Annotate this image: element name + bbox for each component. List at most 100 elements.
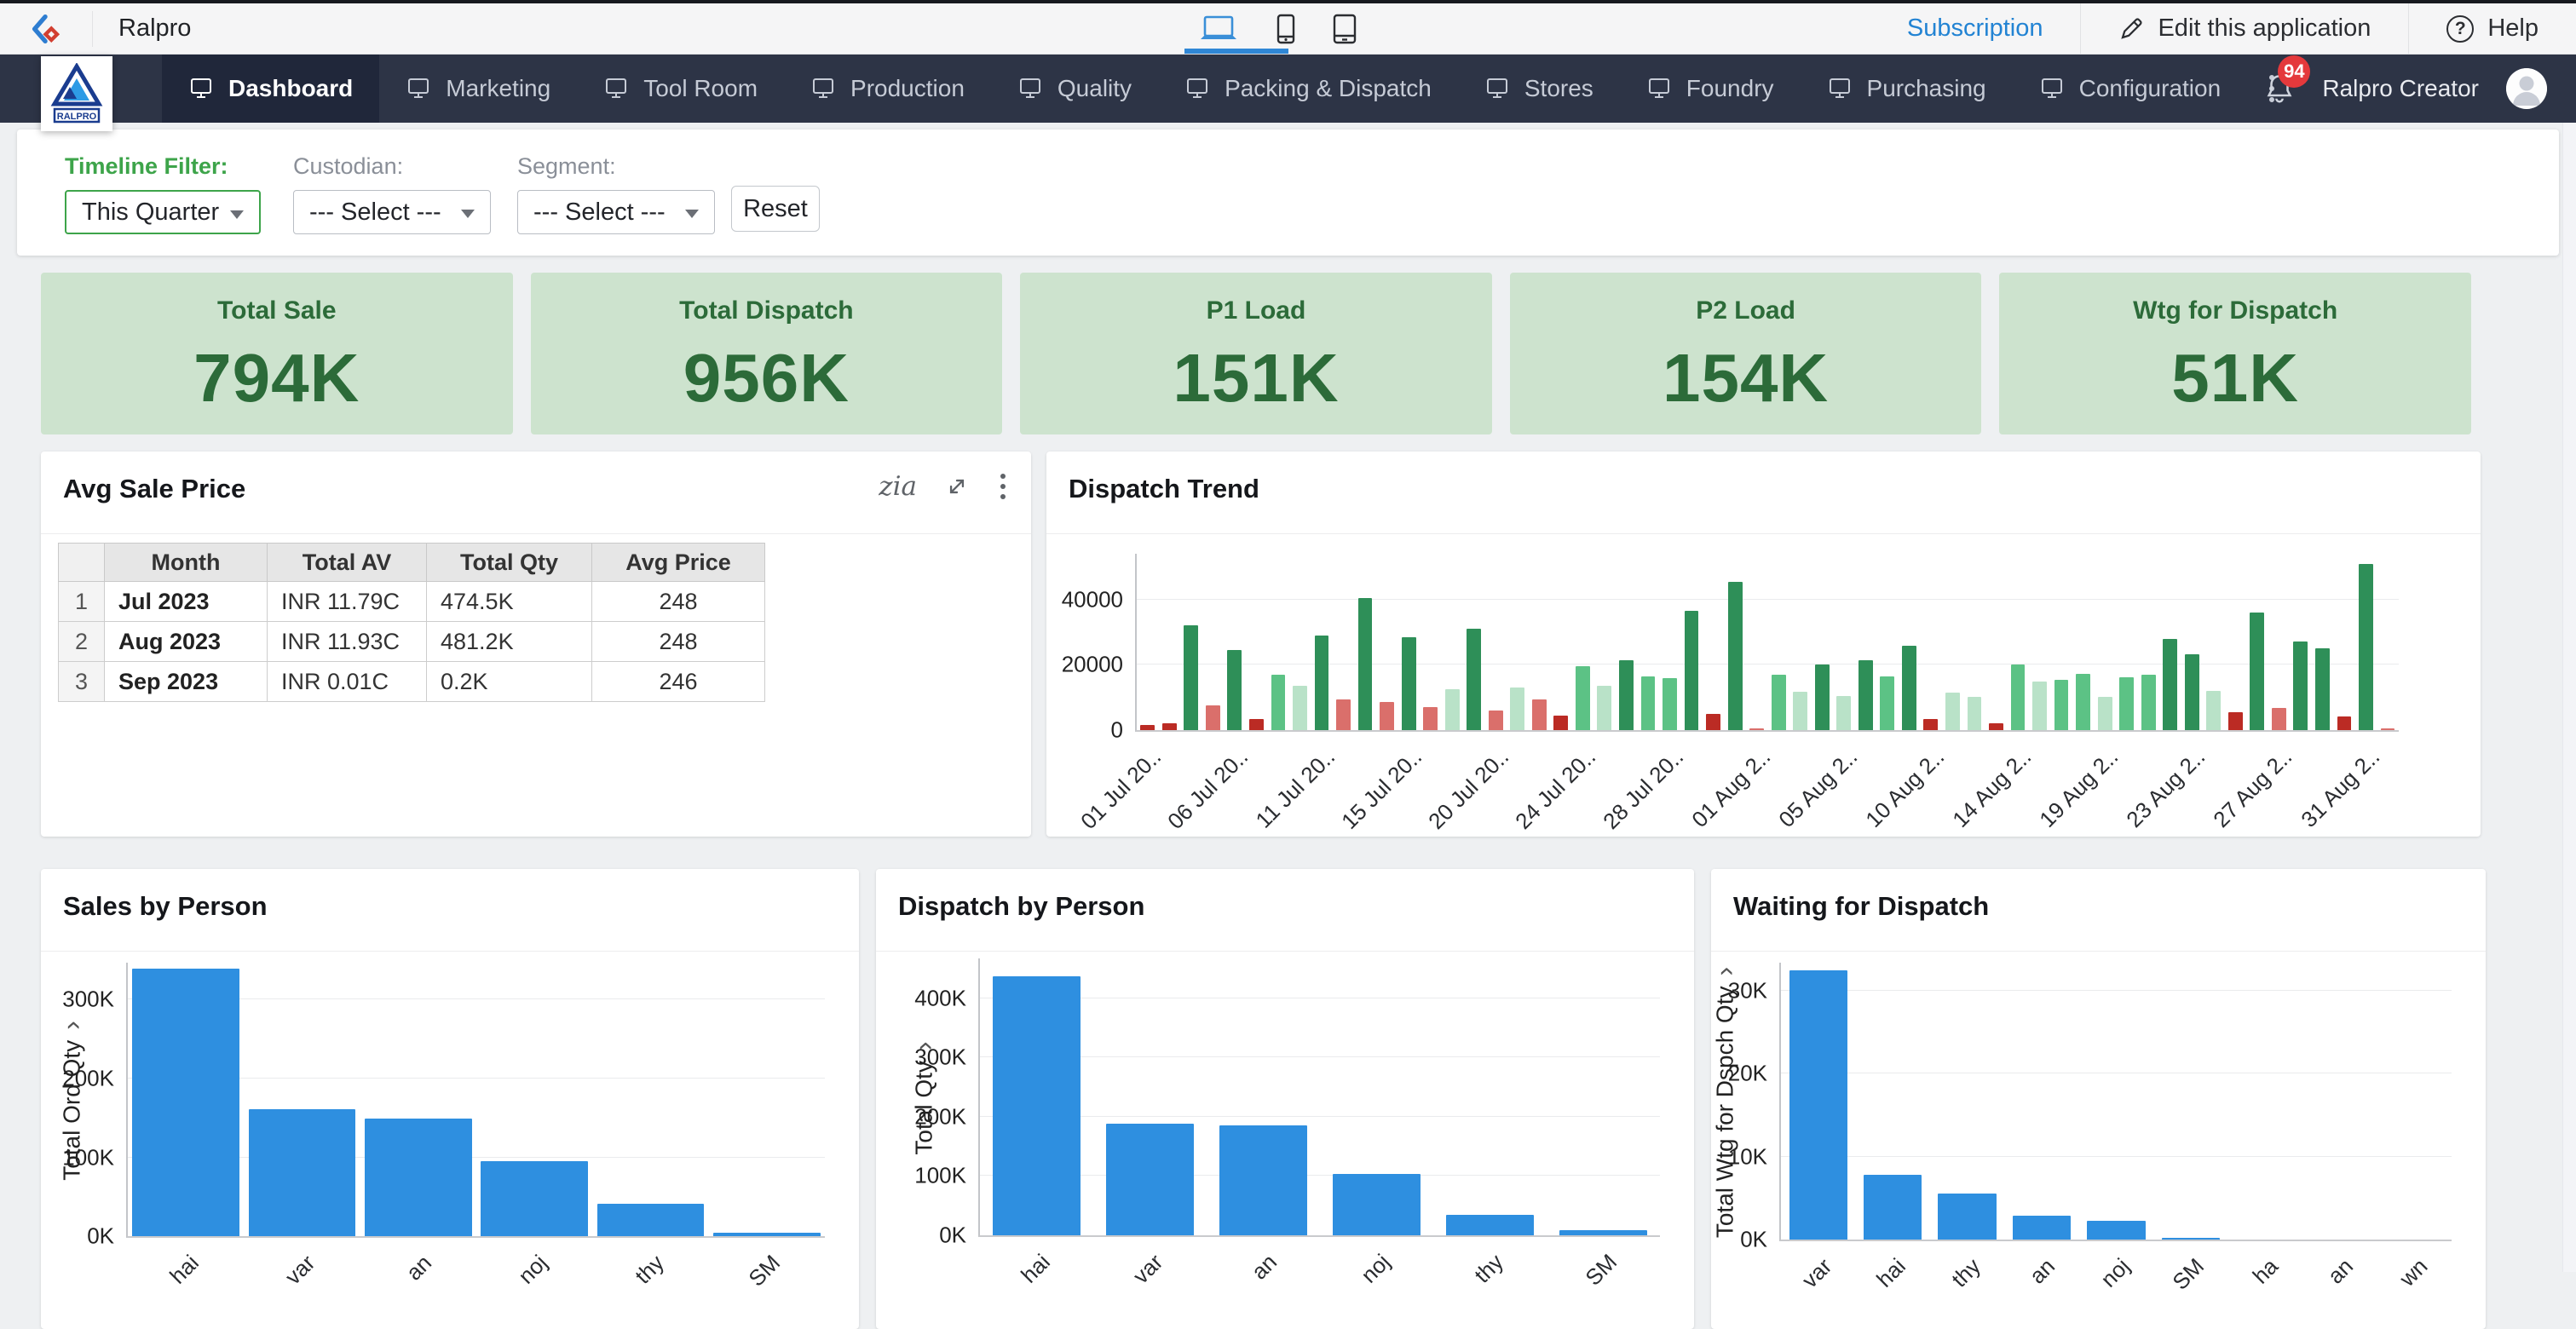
bar[interactable] [1140, 725, 1155, 730]
phone-icon[interactable] [1276, 3, 1295, 54]
bar[interactable] [1380, 702, 1394, 730]
nav-item-quality[interactable]: Quality [991, 55, 1158, 123]
bar[interactable] [1859, 660, 1873, 730]
bar[interactable] [1532, 699, 1547, 730]
bar[interactable] [1510, 688, 1524, 730]
nav-item-dashboard[interactable]: Dashboard [162, 55, 379, 123]
avatar[interactable] [2506, 68, 2547, 109]
bar[interactable] [2054, 680, 2069, 730]
bar[interactable] [2032, 682, 2047, 731]
bar[interactable] [1293, 686, 1307, 730]
nav-item-foundry[interactable]: Foundry [1620, 55, 1801, 123]
bar[interactable] [597, 1204, 704, 1236]
bar[interactable] [1489, 711, 1503, 730]
bar[interactable] [1945, 693, 1960, 730]
scrollbar[interactable] [2562, 55, 2576, 1272]
bar[interactable] [1902, 646, 1916, 730]
bar[interactable] [1576, 666, 1590, 730]
bar[interactable] [1206, 705, 1220, 730]
kpi-card-wtg-for-dispatch[interactable]: Wtg for Dispatch51K [1999, 273, 2471, 434]
notifications-button[interactable]: 94 [2264, 72, 2295, 105]
bar[interactable] [1793, 692, 1807, 730]
bar[interactable] [2337, 716, 2352, 730]
bar[interactable] [1336, 699, 1351, 730]
more-vertical-icon[interactable] [997, 470, 1009, 503]
bar[interactable] [2381, 728, 2395, 730]
kpi-card-total-sale[interactable]: Total Sale794K [41, 273, 513, 434]
bar[interactable] [2315, 648, 2330, 730]
bar[interactable] [249, 1109, 355, 1236]
edit-application-button[interactable]: Edit this application [2080, 3, 2408, 54]
bar[interactable] [1219, 1125, 1308, 1235]
timeline-select[interactable]: This Quarter [65, 190, 261, 234]
nav-item-packing-dispatch[interactable]: Packing & Dispatch [1158, 55, 1458, 123]
bar[interactable] [2162, 1238, 2220, 1240]
zia-icon[interactable]: zia [879, 471, 917, 502]
bar[interactable] [1445, 689, 1460, 730]
nav-item-configuration[interactable]: Configuration [2013, 55, 2248, 123]
bar[interactable] [1864, 1175, 1922, 1240]
bar[interactable] [1641, 676, 1656, 730]
bar[interactable] [2076, 674, 2090, 730]
bar[interactable] [2098, 697, 2112, 730]
bar[interactable] [2185, 654, 2199, 730]
reset-button[interactable]: Reset [731, 186, 820, 232]
bar[interactable] [2087, 1221, 2145, 1240]
bar[interactable] [481, 1161, 587, 1236]
nav-item-tool-room[interactable]: Tool Room [577, 55, 784, 123]
bar[interactable] [1446, 1215, 1535, 1235]
custodian-select[interactable]: --- Select --- [293, 190, 491, 234]
bar[interactable] [2272, 708, 2286, 730]
subscription-link[interactable]: Subscription [1870, 3, 2081, 54]
bar[interactable] [1184, 625, 1198, 730]
y-axis-label[interactable]: Total Wtg for Dspch Qty› [1709, 966, 1741, 1237]
bar[interactable] [1923, 719, 1938, 730]
bar[interactable] [2163, 639, 2177, 730]
tablet-icon[interactable] [1333, 3, 1357, 54]
bar[interactable] [2206, 691, 2221, 730]
bar[interactable] [1989, 723, 2003, 730]
bar[interactable] [1402, 637, 1416, 730]
bar[interactable] [1706, 714, 1720, 730]
bar[interactable] [1772, 675, 1786, 730]
kpi-card-total-dispatch[interactable]: Total Dispatch956K [531, 273, 1003, 434]
kpi-card-p2-load[interactable]: P2 Load154K [1510, 273, 1982, 434]
bar[interactable] [993, 976, 1081, 1235]
expand-icon[interactable] [944, 474, 970, 499]
segment-select[interactable]: --- Select --- [517, 190, 715, 234]
brand-logo[interactable]: RALPRO [41, 56, 112, 131]
bar[interactable] [2119, 677, 2134, 730]
bar[interactable] [1227, 650, 1242, 730]
bar[interactable] [1106, 1124, 1195, 1235]
bar[interactable] [1619, 660, 1634, 730]
nav-item-purchasing[interactable]: Purchasing [1801, 55, 2013, 123]
bar[interactable] [1728, 582, 1743, 730]
bar[interactable] [2228, 712, 2243, 730]
bar[interactable] [2011, 664, 2026, 730]
bar[interactable] [1423, 707, 1438, 730]
bar[interactable] [1663, 678, 1677, 730]
bar[interactable] [1685, 611, 1699, 730]
user-name[interactable]: Ralpro Creator [2322, 75, 2479, 102]
nav-item-marketing[interactable]: Marketing [379, 55, 577, 123]
y-axis-label[interactable]: Total Qty› [908, 1041, 940, 1154]
bar[interactable] [1271, 675, 1286, 730]
bar[interactable] [1597, 686, 1611, 730]
bar[interactable] [1162, 723, 1177, 730]
nav-item-stores[interactable]: Stores [1458, 55, 1620, 123]
bar[interactable] [1815, 664, 1830, 730]
app-logo-icon[interactable] [27, 9, 66, 49]
bar[interactable] [2293, 641, 2308, 730]
bar[interactable] [2013, 1216, 2071, 1240]
bar[interactable] [1333, 1174, 1421, 1235]
y-axis-label[interactable]: Total Ord Qty› [56, 1021, 88, 1181]
bar[interactable] [1938, 1194, 1996, 1240]
bar[interactable] [1315, 636, 1329, 730]
bar[interactable] [713, 1233, 820, 1236]
laptop-icon[interactable] [1198, 3, 1239, 54]
bar[interactable] [365, 1119, 471, 1236]
bar[interactable] [1789, 970, 1847, 1240]
bar[interactable] [1553, 716, 1568, 730]
bar[interactable] [1358, 598, 1373, 730]
bar[interactable] [1836, 696, 1851, 730]
